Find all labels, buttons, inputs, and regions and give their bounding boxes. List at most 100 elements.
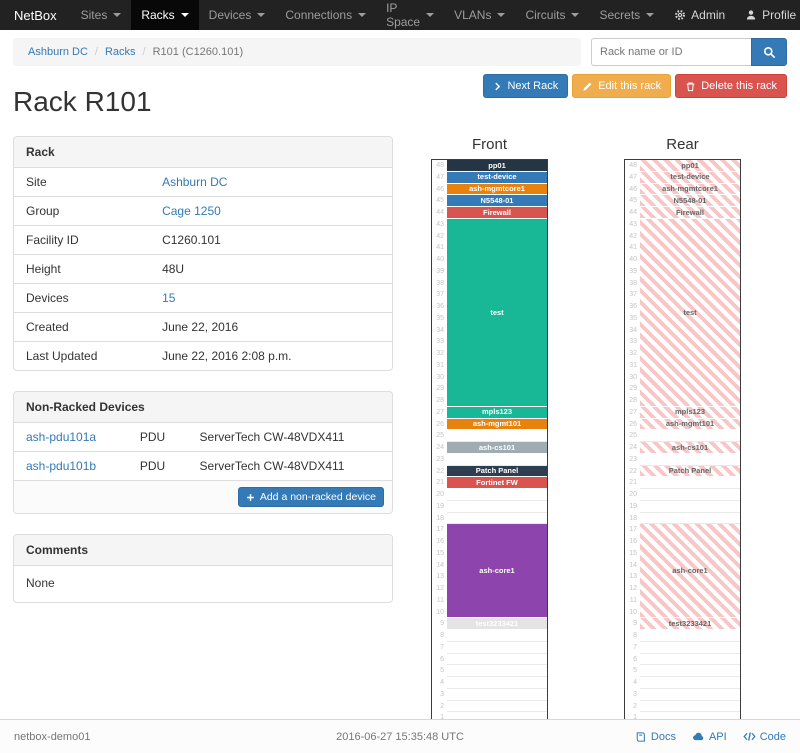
rack-device-ash-mgmt101[interactable]: ash-mgmt101 xyxy=(640,418,740,431)
footer-link-api[interactable]: API xyxy=(692,730,727,743)
rack-slot-empty xyxy=(447,688,547,701)
rack-device-test3233421[interactable]: test3233421 xyxy=(447,618,547,630)
nav-item-ip-space[interactable]: IP Space xyxy=(376,0,444,30)
rack-device-ash-mgmt101[interactable]: ash-mgmt101 xyxy=(447,418,547,431)
rack-unit-numbers: 48 47 46 45 44 43 42 41 40 39 38 37 36 35 34 33 32 31 30 29… xyxy=(432,160,447,724)
rack-device-mpls123[interactable]: mpls123 xyxy=(447,406,547,419)
non-racked-panel-title: Non-Racked Devices xyxy=(14,392,392,423)
search-button[interactable] xyxy=(751,38,787,66)
main-content: Rack Site Ashburn DC Group Cage 1250 Facilit… xyxy=(13,136,787,725)
add-non-racked-device-button[interactable]: Add a non-racked device xyxy=(237,487,384,507)
breadcrumb-item-racks[interactable]: Racks xyxy=(104,46,136,58)
footer-link-docs[interactable]: Docs xyxy=(635,730,676,743)
row-label: Last Updated xyxy=(14,341,151,370)
rack-slot-empty xyxy=(640,688,740,701)
unit-number: 43 xyxy=(629,220,637,228)
rack-slot-empty xyxy=(447,453,547,466)
edit-this-rack-button[interactable]: Edit this rack xyxy=(572,74,672,98)
rack-device-ash-core1[interactable]: ash-core1 xyxy=(640,524,740,619)
row-value: Ashburn DC xyxy=(150,168,392,197)
unit-number: 15 xyxy=(436,549,444,557)
rack-device-pp01[interactable]: pp01 xyxy=(447,160,547,172)
rack-device-test3233421[interactable]: test3233421 xyxy=(640,618,740,630)
delete-this-rack-button[interactable]: Delete this rack xyxy=(675,74,787,98)
app-logo[interactable]: NetBox xyxy=(14,7,57,23)
rack-device-ash-mgmtcore1[interactable]: ash-mgmtcore1 xyxy=(447,183,547,196)
rack-device-test-device[interactable]: test-device xyxy=(640,171,740,184)
button-label: Delete this rack xyxy=(701,80,777,92)
rack-device-pp01[interactable]: pp01 xyxy=(640,160,740,172)
rack-device-ash-cs101[interactable]: ash-cs101 xyxy=(447,442,547,454)
rack-device-mpls123[interactable]: mpls123 xyxy=(640,406,740,419)
rack-device-test-device[interactable]: test-device xyxy=(447,171,547,184)
nav-item-sites[interactable]: Sites xyxy=(71,0,132,30)
nav-item-connections[interactable]: Connections xyxy=(275,0,376,30)
rack-device-firewall[interactable]: Firewall xyxy=(447,207,547,219)
row-value-link[interactable]: Cage 1250 xyxy=(162,204,221,218)
unit-number: 5 xyxy=(440,667,444,675)
unit-number: 26 xyxy=(436,420,444,428)
device-link-ash-pdu101b[interactable]: ash-pdu101b xyxy=(26,459,97,473)
unit-number: 10 xyxy=(629,608,637,616)
unit-number: 17 xyxy=(436,526,444,534)
breadcrumb-bar: Ashburn DC / Racks / R101 (C1260.101) xyxy=(13,38,787,66)
rack-slot-empty xyxy=(640,641,740,654)
footer-link-code[interactable]: Code xyxy=(743,730,786,743)
caret-down-icon xyxy=(113,13,122,17)
unit-number: 39 xyxy=(436,267,444,275)
rack-device-n5548-01[interactable]: N5548-01 xyxy=(447,195,547,207)
nav-item-admin[interactable]: Admin xyxy=(664,0,735,30)
unit-number: 6 xyxy=(440,655,444,663)
rack-slot-empty xyxy=(447,512,547,525)
row-value-link[interactable]: 15 xyxy=(162,291,176,305)
row-value: June 22, 2016 2:08 p.m. xyxy=(150,341,392,370)
device-label: test3233421 xyxy=(668,618,712,628)
rack-device-test[interactable]: test xyxy=(640,218,740,407)
unit-number: 45 xyxy=(629,197,637,205)
device-label: ash-core1 xyxy=(672,566,708,575)
rack-device-n5548-01[interactable]: N5548-01 xyxy=(640,195,740,207)
rack-slot-empty xyxy=(640,489,740,501)
unit-number: 10 xyxy=(436,608,444,616)
row-label: Facility ID xyxy=(14,225,151,255)
breadcrumb-separator: / xyxy=(142,46,146,58)
nav-item-profile[interactable]: Profile xyxy=(735,0,800,30)
button-label: Edit this rack xyxy=(598,80,662,92)
table-row: Created June 22, 2016 xyxy=(14,312,392,342)
table-row: Site Ashburn DC xyxy=(14,168,392,197)
rack-device-ash-cs101[interactable]: ash-cs101 xyxy=(640,442,740,454)
nav-item-devices[interactable]: Devices xyxy=(199,0,276,30)
rack-device-ash-mgmtcore1[interactable]: ash-mgmtcore1 xyxy=(640,183,740,196)
search-input[interactable] xyxy=(591,38,751,66)
rack-device-test[interactable]: test xyxy=(447,218,547,407)
unit-number: 33 xyxy=(629,338,637,346)
unit-number: 26 xyxy=(629,420,637,428)
rack-device-fortinet-fw[interactable]: Fortinet FW xyxy=(447,477,547,489)
breadcrumb-item-ashburn-dc[interactable]: Ashburn DC xyxy=(28,46,88,58)
rack-device-patch-panel[interactable]: Patch Panel xyxy=(640,465,740,478)
rack-slot-empty xyxy=(447,630,547,642)
rack-device-ash-core1[interactable]: ash-core1 xyxy=(447,524,547,619)
unit-number: 19 xyxy=(629,502,637,510)
device-link-ash-pdu101a[interactable]: ash-pdu101a xyxy=(26,430,97,444)
next-rack-button[interactable]: Next Rack xyxy=(483,74,569,98)
device-label: ash-mgmt101 xyxy=(665,419,715,429)
nav-item-secrets[interactable]: Secrets xyxy=(589,0,664,30)
unit-number: 20 xyxy=(436,491,444,498)
rack-device-firewall[interactable]: Firewall xyxy=(640,207,740,219)
row-value: 48U xyxy=(150,254,392,284)
row-value-link[interactable]: Ashburn DC xyxy=(162,175,228,189)
unit-number: 41 xyxy=(436,244,444,252)
left-column: Rack Site Ashburn DC Group Cage 1250 Facilit… xyxy=(13,136,393,725)
unit-number: 37 xyxy=(629,291,637,299)
nav-item-vlans[interactable]: VLANs xyxy=(444,0,515,30)
nav-item-racks[interactable]: Racks xyxy=(131,0,199,30)
nav-item-circuits[interactable]: Circuits xyxy=(515,0,589,30)
rack-device-patch-panel[interactable]: Patch Panel xyxy=(447,465,547,478)
nav-item-label: Circuits xyxy=(525,8,566,22)
unit-number: 31 xyxy=(629,361,637,369)
unit-number: 14 xyxy=(436,561,444,569)
nav-item-label: Profile xyxy=(762,8,797,22)
device-label: test-device xyxy=(477,172,517,182)
unit-number: 2 xyxy=(440,702,444,710)
